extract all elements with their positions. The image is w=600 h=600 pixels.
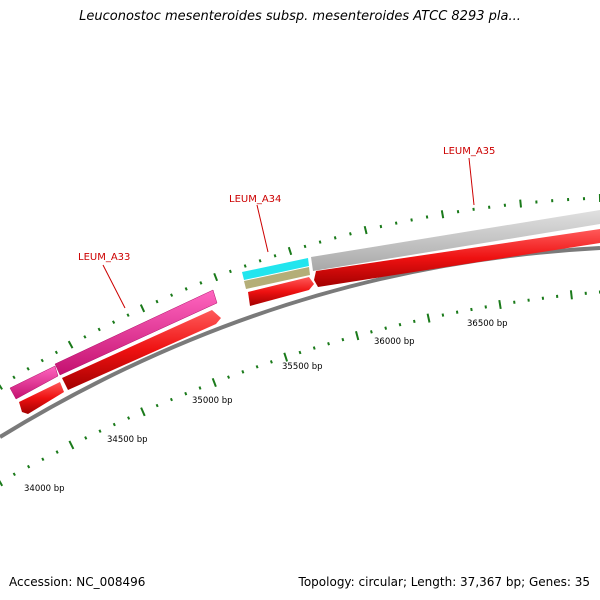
tick-mark: [287, 246, 293, 256]
tick-mark: [26, 366, 30, 371]
cds-arrow-1[interactable]: [19, 382, 64, 414]
tick-mark: [227, 375, 231, 379]
tick-mark: [68, 440, 75, 450]
tick-mark: [0, 384, 3, 390]
tick-mark: [112, 320, 116, 324]
tick-mark: [0, 479, 4, 487]
callout-line-leum-a33: [102, 264, 126, 309]
tick-mark: [228, 269, 232, 274]
tick-mark: [425, 215, 429, 219]
tick-mark: [140, 407, 146, 417]
tick-mark: [426, 313, 431, 323]
accession-text: Accession: NC_008496: [9, 575, 146, 589]
tick-mark: [127, 416, 131, 420]
gene-leum-a33-segment-2[interactable]: [54, 289, 218, 376]
tick-mark: [569, 290, 573, 300]
scale-label-34000: 34000 bp: [24, 484, 65, 494]
tick-mark: [184, 287, 188, 291]
gene-leum-a33-segment-1[interactable]: [9, 365, 59, 400]
tick-mark: [298, 350, 302, 355]
tick-mark: [312, 346, 316, 350]
tick-mark: [97, 327, 101, 332]
tick-mark: [498, 299, 502, 310]
gene-label-leum-a33[interactable]: LEUM_A33: [78, 252, 130, 263]
tick-mark: [394, 221, 398, 225]
tick-mark: [441, 313, 445, 317]
scale-label-35500: 35500 bp: [282, 362, 323, 372]
tick-mark: [12, 375, 16, 380]
tick-mark: [198, 386, 202, 390]
scale-label-36500: 36500 bp: [467, 319, 508, 329]
tick-mark: [283, 352, 289, 362]
cds-arrow-3[interactable]: [248, 277, 314, 306]
cds-arrow-2[interactable]: [62, 310, 221, 390]
callout-line-leum-a34: [256, 204, 269, 253]
gene-label-leum-a34[interactable]: LEUM_A34: [229, 194, 281, 205]
tick-mark: [379, 224, 383, 229]
tick-mark: [273, 254, 277, 258]
tick-mark: [341, 337, 345, 342]
tick-mark: [455, 310, 459, 314]
tick-mark: [303, 244, 307, 249]
tick-mark: [398, 322, 402, 327]
tick-mark: [384, 326, 388, 330]
gene-leum-a34-olive[interactable]: [244, 267, 310, 289]
tick-mark: [410, 218, 413, 222]
gene-label-leum-a35[interactable]: LEUM_A35: [443, 146, 495, 157]
tick-mark: [440, 210, 445, 219]
tick-mark: [456, 210, 460, 214]
scale-label-34500: 34500 bp: [107, 435, 148, 445]
scale-label-35000: 35000 bp: [192, 396, 233, 406]
tick-mark: [243, 264, 247, 268]
tick-mark: [98, 429, 102, 433]
tick-mark: [470, 307, 473, 312]
tick-mark: [318, 240, 322, 244]
tick-mark: [54, 350, 58, 355]
tick-mark: [269, 360, 273, 364]
tick-mark: [40, 358, 44, 363]
tick-mark: [126, 313, 130, 317]
callout-line-leum-a35: [468, 157, 475, 206]
tick-mark: [184, 391, 188, 396]
tick-mark: [327, 342, 330, 346]
tick-mark: [363, 225, 368, 235]
gene-leum-a35[interactable]: [311, 210, 600, 271]
tick-mark: [255, 365, 259, 369]
tick-mark: [41, 457, 45, 462]
map-title: Leuconostoc mesenteroides subsp. mesente…: [79, 9, 521, 24]
tick-mark: [349, 232, 352, 236]
outer-tick-marks: [0, 193, 600, 390]
tick-mark: [211, 377, 217, 388]
tick-mark: [199, 281, 203, 285]
tick-mark: [55, 450, 59, 454]
tick-mark: [370, 330, 373, 334]
tick-mark: [83, 335, 87, 339]
tick-mark: [519, 199, 522, 208]
tick-mark: [413, 319, 416, 324]
tick-mark: [139, 304, 146, 313]
tick-mark: [112, 422, 116, 427]
gene-leum-a34-cyan[interactable]: [242, 258, 309, 280]
tick-mark: [258, 259, 262, 263]
topology-summary: Topology: circular; Length: 37,367 bp; G…: [298, 575, 590, 589]
scale-label-36000: 36000 bp: [374, 337, 415, 347]
tick-mark: [213, 272, 219, 282]
tick-mark: [67, 340, 74, 349]
tick-mark: [12, 472, 16, 477]
tick-mark: [333, 236, 337, 240]
tick-mark: [27, 464, 31, 469]
tick-mark: [155, 299, 159, 304]
tick-mark: [241, 370, 245, 374]
tick-mark: [484, 305, 487, 309]
tick-mark: [355, 331, 360, 341]
tick-mark: [84, 436, 88, 440]
tick-mark: [169, 397, 173, 402]
tick-mark: [155, 403, 159, 408]
tick-mark: [170, 293, 174, 297]
cds-arrow-4[interactable]: [314, 229, 600, 287]
